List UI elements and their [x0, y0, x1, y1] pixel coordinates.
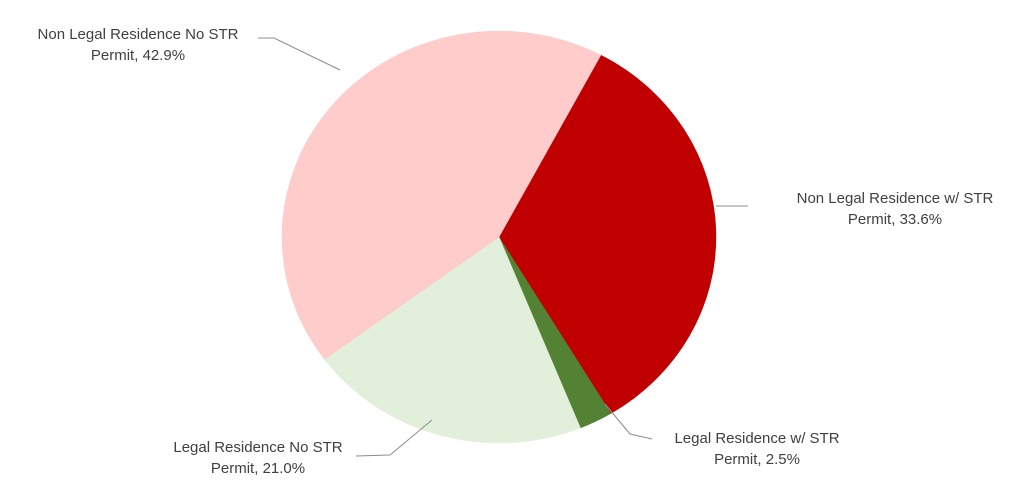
pie-slice-1 [498, 54, 717, 414]
slice-label-1: Non Legal Residence w/ STR Permit, 33.6% [797, 190, 994, 228]
slice-label-2: Legal Residence w/ STR Permit, 2.5% [674, 430, 839, 468]
slice-labels: Non Legal Residence w/ STR Permit, 33.6% L… [38, 26, 994, 477]
slice-label-3: Legal Residence No STR Permit, 21.0% [173, 439, 342, 477]
slice-label-line2: Permit, 42.9% [91, 47, 185, 64]
slice-label-line2: Permit, 21.0% [211, 460, 305, 477]
leader-line-3 [355, 419, 433, 457]
slice-label-4: Non Legal Residence No STR Permit, 42.9% [38, 26, 239, 64]
leader-line-4 [258, 37, 341, 71]
slice-label-line1: Non Legal Residence w/ STR [797, 190, 994, 207]
pie-slice-3 [324, 236, 581, 444]
pie-slices [281, 30, 717, 444]
leader-line-2 [604, 403, 653, 440]
slice-label-line1: Legal Residence No STR [173, 439, 342, 456]
slice-label-line1: Non Legal Residence No STR [38, 26, 239, 43]
slice-label-line1: Legal Residence w/ STR [674, 430, 839, 447]
pie-slice-4 [281, 30, 602, 360]
slice-label-line2: Permit, 33.6% [848, 211, 942, 228]
slice-label-line2: Permit, 2.5% [714, 451, 800, 468]
